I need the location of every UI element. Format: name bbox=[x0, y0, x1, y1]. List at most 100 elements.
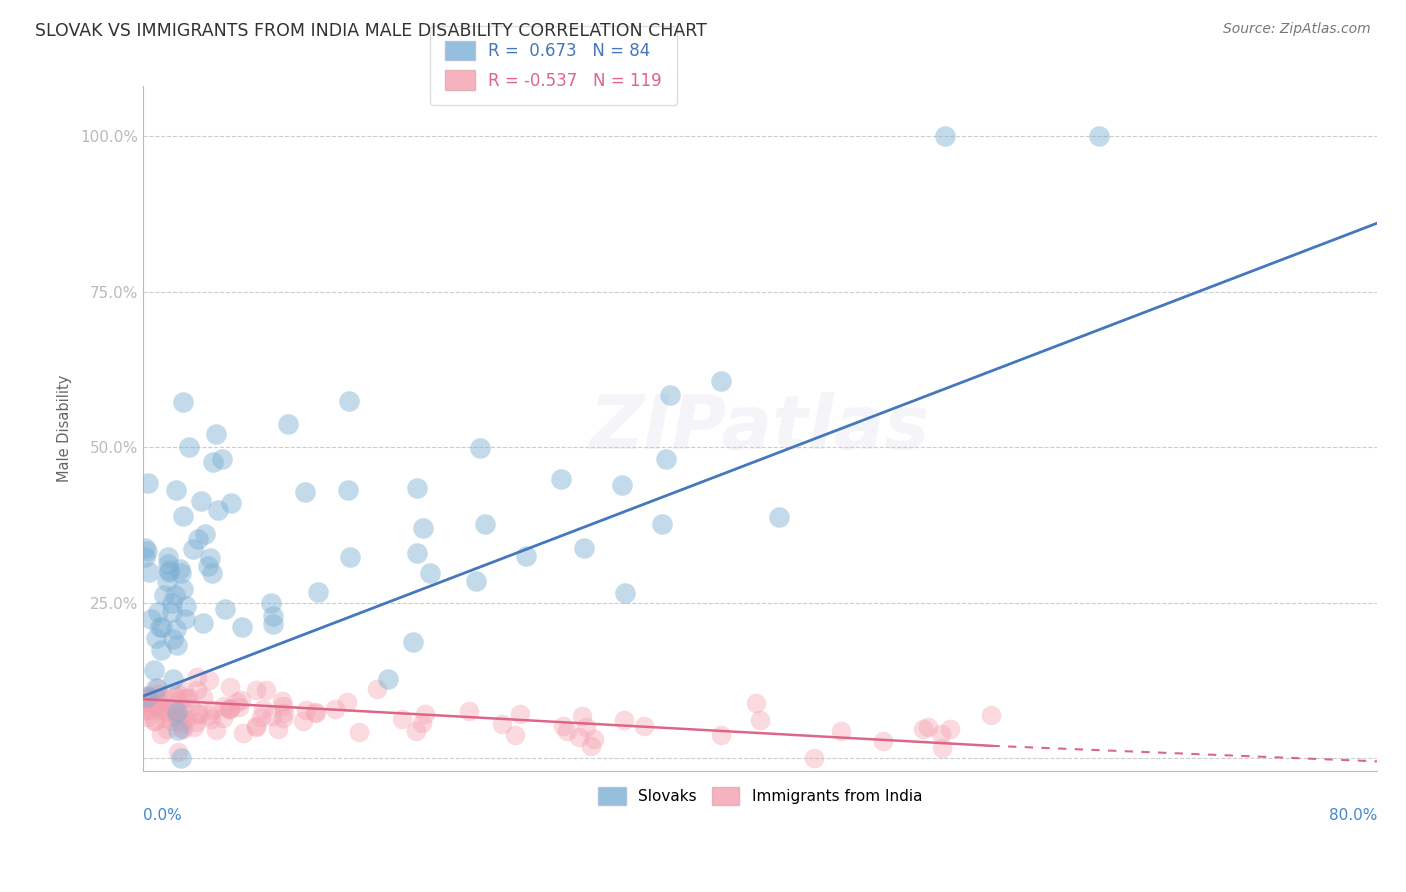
Point bbox=[176, 712, 198, 726]
Point bbox=[245, 683, 267, 698]
Point bbox=[166, 705, 188, 719]
Point bbox=[912, 723, 935, 737]
Point bbox=[405, 546, 427, 560]
Point bbox=[143, 698, 166, 713]
Text: 0.0%: 0.0% bbox=[143, 808, 183, 823]
Point bbox=[173, 683, 195, 698]
Point bbox=[201, 455, 224, 469]
Point bbox=[491, 716, 513, 731]
Point bbox=[273, 706, 295, 721]
Point bbox=[262, 616, 284, 631]
Point bbox=[337, 394, 360, 409]
Point bbox=[474, 516, 496, 531]
Point bbox=[167, 687, 190, 701]
Point bbox=[191, 690, 214, 705]
Point bbox=[191, 615, 214, 630]
Point bbox=[136, 688, 159, 702]
Point bbox=[134, 550, 156, 565]
Point bbox=[211, 452, 233, 467]
Point bbox=[172, 722, 194, 736]
Point bbox=[186, 683, 208, 698]
Point bbox=[166, 638, 188, 652]
Point bbox=[186, 670, 208, 684]
Point bbox=[153, 711, 176, 725]
Point bbox=[157, 563, 180, 577]
Point bbox=[768, 509, 790, 524]
Point bbox=[165, 483, 187, 497]
Point bbox=[149, 620, 172, 634]
Point bbox=[457, 704, 479, 718]
Point bbox=[184, 714, 207, 729]
Point bbox=[149, 702, 172, 716]
Point bbox=[250, 710, 273, 724]
Point bbox=[254, 682, 277, 697]
Point bbox=[277, 417, 299, 431]
Point bbox=[205, 426, 228, 441]
Point bbox=[163, 690, 186, 704]
Point bbox=[651, 516, 673, 531]
Point bbox=[156, 574, 179, 588]
Point bbox=[391, 712, 413, 726]
Point bbox=[177, 691, 200, 706]
Point bbox=[149, 643, 172, 657]
Point bbox=[1088, 129, 1111, 144]
Point bbox=[138, 703, 160, 717]
Point bbox=[207, 503, 229, 517]
Text: Source: ZipAtlas.com: Source: ZipAtlas.com bbox=[1223, 22, 1371, 37]
Point bbox=[305, 706, 328, 721]
Point bbox=[219, 701, 242, 715]
Point bbox=[710, 728, 733, 742]
Point bbox=[229, 693, 252, 707]
Point bbox=[218, 701, 240, 715]
Point bbox=[170, 566, 193, 580]
Point bbox=[134, 698, 156, 713]
Point bbox=[165, 707, 187, 722]
Point bbox=[190, 493, 212, 508]
Point bbox=[156, 706, 179, 720]
Point bbox=[304, 706, 326, 720]
Point bbox=[336, 694, 359, 708]
Point bbox=[134, 693, 156, 707]
Point bbox=[170, 751, 193, 765]
Point bbox=[180, 701, 202, 715]
Point bbox=[412, 521, 434, 535]
Point bbox=[337, 483, 360, 498]
Point bbox=[145, 697, 167, 711]
Point bbox=[201, 703, 224, 717]
Point bbox=[610, 478, 633, 492]
Point bbox=[167, 708, 190, 723]
Point bbox=[245, 720, 267, 734]
Point bbox=[166, 709, 188, 723]
Point bbox=[170, 715, 193, 730]
Point bbox=[146, 605, 169, 619]
Point bbox=[745, 696, 768, 710]
Point bbox=[157, 566, 180, 580]
Point bbox=[292, 714, 315, 728]
Point bbox=[550, 472, 572, 486]
Point bbox=[156, 722, 179, 736]
Point bbox=[211, 711, 233, 725]
Point bbox=[214, 601, 236, 615]
Point bbox=[555, 723, 578, 738]
Point bbox=[153, 703, 176, 717]
Point bbox=[200, 712, 222, 726]
Point bbox=[145, 691, 167, 706]
Point bbox=[613, 714, 636, 728]
Point bbox=[179, 440, 201, 454]
Point bbox=[710, 374, 733, 388]
Point bbox=[136, 710, 159, 724]
Point bbox=[148, 699, 170, 714]
Point bbox=[174, 612, 197, 626]
Point bbox=[162, 632, 184, 647]
Point bbox=[980, 707, 1002, 722]
Point bbox=[271, 694, 294, 708]
Point bbox=[186, 706, 208, 721]
Point bbox=[267, 722, 290, 736]
Point bbox=[658, 388, 681, 402]
Point bbox=[938, 722, 960, 736]
Point bbox=[143, 714, 166, 728]
Point bbox=[198, 673, 221, 688]
Point bbox=[411, 715, 433, 730]
Point bbox=[141, 695, 163, 709]
Point bbox=[197, 558, 219, 573]
